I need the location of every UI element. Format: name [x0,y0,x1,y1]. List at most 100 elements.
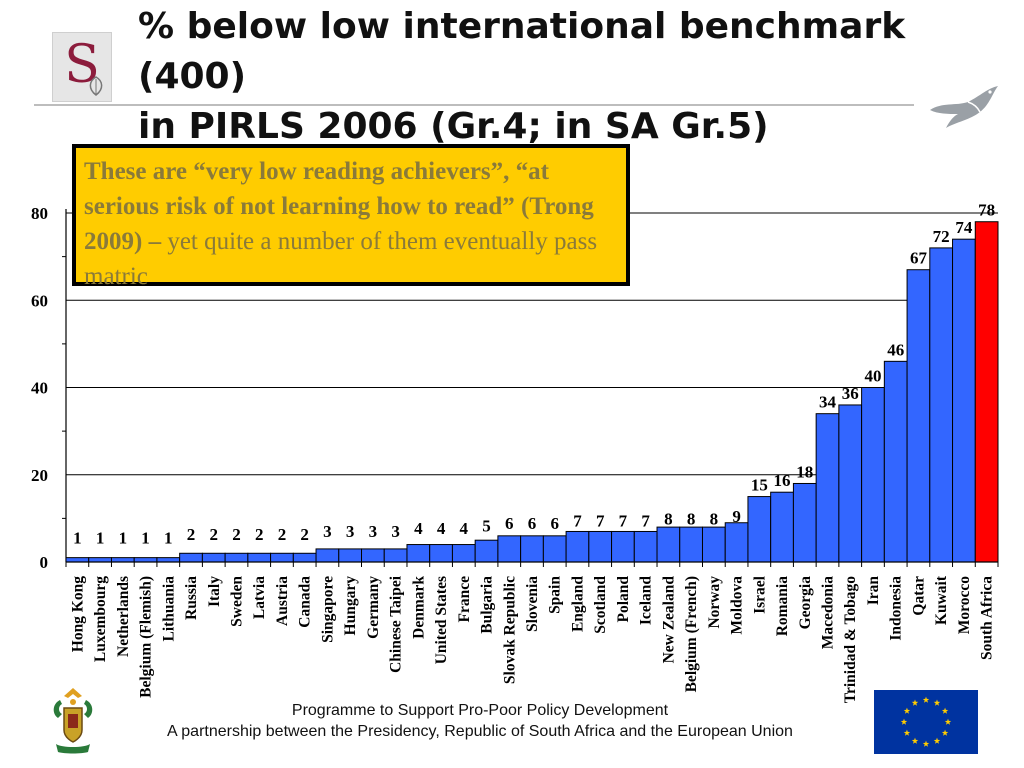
title-line-1: % below low international benchmark (400… [138,6,906,97]
bar-18 [474,539,499,563]
category-label-38: Kuwait [933,575,950,625]
value-label-1: 1 [96,529,105,548]
bar-8 [247,552,272,563]
bar-2 [110,557,135,563]
callout-normal-text: yet quite a number of them eventually pa… [84,228,598,290]
category-label-18: Bulgaria [479,576,496,634]
category-label-13: Germany [365,576,382,639]
category-label-9: Austria [274,576,291,626]
category-label-30: Israel [751,575,768,614]
value-label-25: 7 [641,512,650,531]
value-label-37: 67 [910,249,928,268]
bar-10 [292,552,317,563]
value-label-17: 4 [460,519,469,538]
y-tick-label-60: 60 [31,291,48,310]
category-label-28: Norway [706,576,723,629]
value-label-14: 3 [391,522,400,541]
value-label-26: 8 [664,509,673,528]
category-label-40: South Africa [979,576,996,660]
category-label-23: Scotland [592,576,609,634]
value-label-12: 3 [346,522,355,541]
value-label-0: 1 [73,529,82,548]
category-label-22: England [569,576,586,632]
category-label-14: Chinese Taipei [388,575,405,673]
coat-of-arms-icon [53,688,93,754]
bar-0 [65,557,90,563]
category-label-27: Belgium (French) [683,576,700,692]
category-label-20: Slovenia [524,576,541,632]
value-label-28: 8 [710,509,719,528]
value-label-11: 3 [323,522,332,541]
bar-27 [679,526,703,563]
bar-3 [133,557,158,563]
value-label-27: 8 [687,509,696,528]
value-label-4: 1 [164,529,173,548]
bar-21 [542,535,567,563]
value-label-8: 2 [255,525,264,544]
category-label-10: Canada [297,576,314,628]
y-tick-label-40: 40 [31,379,48,398]
bird-icon [930,86,998,128]
bar-38 [929,247,954,563]
page-title: % below low international benchmark (400… [138,2,1018,152]
value-label-2: 1 [119,529,128,548]
title-line-2: in PIRLS 2006 (Gr.4; in SA Gr.5) [138,106,769,147]
category-label-1: Luxembourg [92,576,109,662]
bar-28 [701,526,726,563]
bar-35 [861,387,885,563]
bar-15 [406,544,431,563]
value-label-34: 36 [842,384,859,403]
eu-star-icon [933,737,941,744]
bar-32 [792,482,817,563]
eu-star-icon [922,740,930,747]
bar-26 [656,526,681,563]
category-label-11: Singapore [319,576,336,643]
bar-39 [952,238,976,563]
value-label-30: 15 [751,476,768,495]
category-label-12: Hungary [342,576,359,636]
annotation-callout: These are “very low reading achievers”, … [72,144,630,290]
value-label-40: 78 [978,201,995,220]
bar-30 [747,496,772,563]
bar-6 [201,552,226,563]
category-label-0: Hong Kong [69,576,86,652]
category-label-19: Slovak Republic [501,576,518,684]
value-label-10: 2 [300,525,309,544]
value-label-23: 7 [596,512,605,531]
bar-36 [883,360,908,563]
bar-24 [611,530,635,563]
value-label-22: 7 [573,512,582,531]
bar-37 [906,269,931,563]
value-label-19: 6 [505,514,514,533]
bar-33 [815,413,840,563]
eu-star-icon [903,707,911,714]
value-label-6: 2 [210,525,219,544]
bar-34 [838,404,863,563]
value-label-18: 5 [482,516,491,535]
value-label-20: 6 [528,514,537,533]
bar-4 [156,557,181,563]
leaf-icon [89,76,103,96]
value-label-39: 74 [955,218,973,237]
category-label-36: Indonesia [888,576,905,641]
category-label-39: Morocco [956,576,973,634]
value-label-38: 72 [933,227,950,246]
bar-1 [88,557,112,563]
bar-31 [770,491,794,563]
category-label-16: United States [433,576,450,664]
eu-star-icon [941,729,949,736]
category-label-33: Macedonia [820,576,837,649]
value-label-36: 46 [887,340,904,359]
university-logo: S [52,32,112,102]
value-label-15: 4 [414,519,423,538]
bar-7 [224,552,249,563]
eu-flag [874,690,978,754]
bar-14 [383,548,408,563]
category-label-26: New Zealand [660,576,677,664]
bar-13 [361,548,385,563]
value-label-13: 3 [369,522,378,541]
value-label-3: 1 [141,529,150,548]
category-label-24: Poland [615,576,632,623]
value-label-21: 6 [550,514,559,533]
